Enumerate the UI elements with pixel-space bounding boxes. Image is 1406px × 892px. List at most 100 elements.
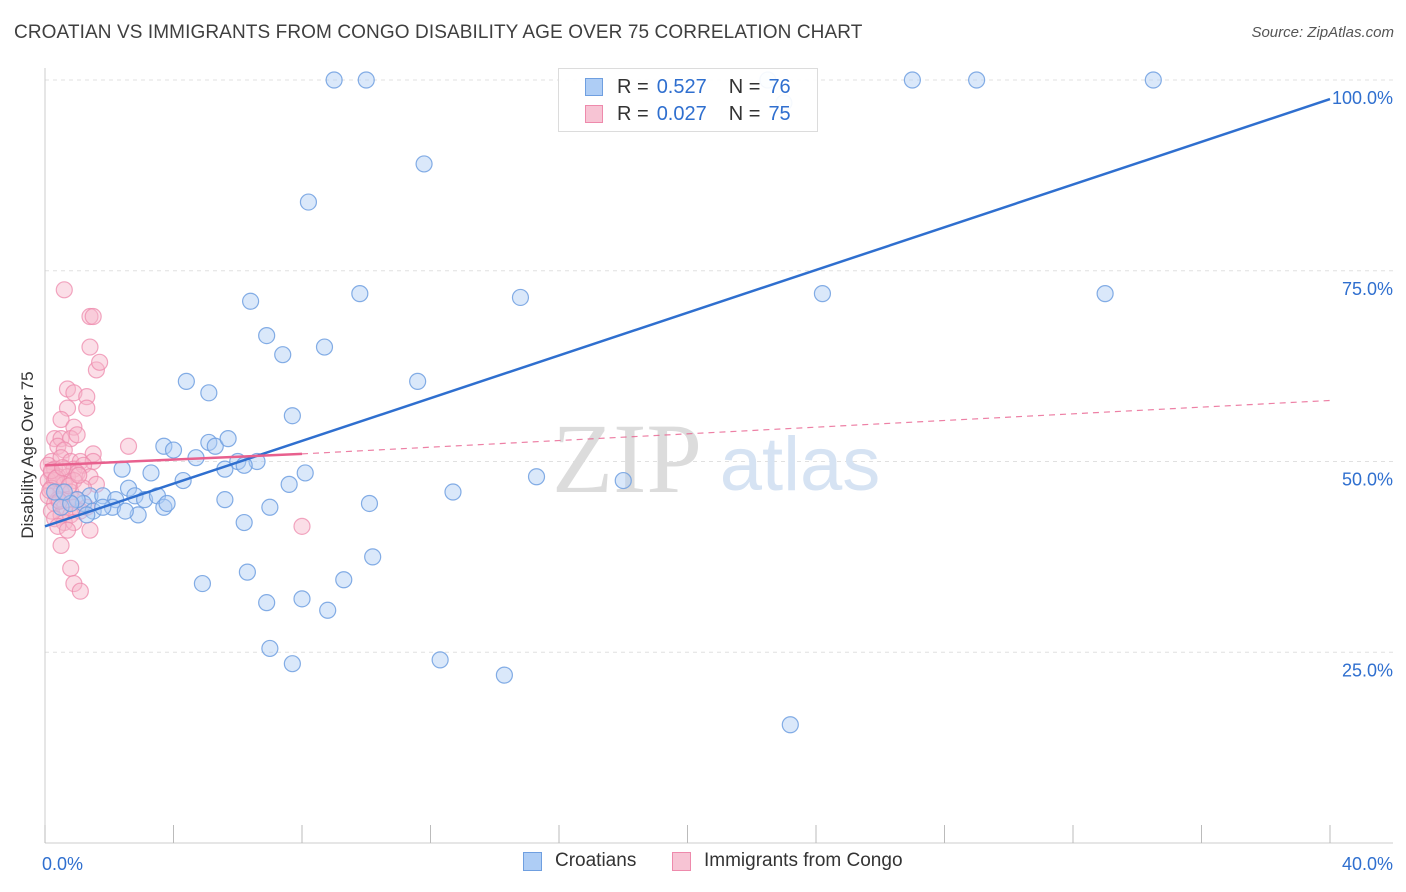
data-point-croatian xyxy=(293,590,311,608)
gridlines xyxy=(45,79,1393,653)
data-point-croatian xyxy=(219,430,237,448)
legend-r-value: 0.527 xyxy=(656,75,707,98)
stats-legend: R = 0.527 N = 76 R = 0.027 N = 75 xyxy=(558,68,818,132)
data-point-congo xyxy=(70,466,88,484)
data-point-croatian xyxy=(280,475,298,493)
data-point-croatian xyxy=(351,285,369,303)
data-point-croatian xyxy=(158,494,176,513)
data-point-croatian xyxy=(113,460,131,478)
data-point-croatian xyxy=(283,655,301,673)
data-point-croatian xyxy=(242,292,260,310)
data-point-croatian xyxy=(177,372,195,390)
data-point-croatian xyxy=(258,327,276,345)
trend-lines xyxy=(44,97,1331,528)
data-point-croatian xyxy=(415,155,433,173)
legend-swatch-blue xyxy=(523,851,542,871)
data-point-congo xyxy=(54,459,72,477)
data-point-croatian xyxy=(315,338,334,356)
data-point-croatian xyxy=(360,494,379,513)
data-point-croatian xyxy=(206,437,224,455)
data-point-croatian xyxy=(155,437,173,455)
tick-labels: 25.0% 50.0% 75.0% 100.0% 0.0% 40.0% xyxy=(42,88,1393,874)
data-point-congo xyxy=(58,521,77,539)
legend-swatch-pink xyxy=(585,105,603,123)
data-point-croatian xyxy=(431,651,449,669)
legend-label-croatians: Croatians xyxy=(555,850,637,871)
data-point-congo xyxy=(65,384,83,402)
data-point-congo xyxy=(71,582,89,600)
data-point-croatian xyxy=(903,71,921,89)
x-tick-label: 40.0% xyxy=(1342,854,1393,874)
legend-label-congo: Immigrants from Congo xyxy=(704,850,903,871)
data-point-croatian xyxy=(1144,71,1162,89)
legend-r-label: R = xyxy=(617,75,649,98)
watermark-atlas: atlas xyxy=(720,422,881,507)
legend-n-label: N = xyxy=(728,102,761,125)
data-point-congo xyxy=(119,437,138,455)
data-point-croatian xyxy=(216,491,234,509)
series-legend: Croatians Immigrants from Congo xyxy=(0,850,1406,878)
legend-item-croatians[interactable]: Croatians xyxy=(523,850,636,872)
data-point-congo xyxy=(293,517,311,535)
legend-row-croatians: R = 0.527 N = 76 xyxy=(585,73,791,101)
y-axis-label: Disability Age Over 75 xyxy=(18,371,37,539)
legend-r-value: 0.027 xyxy=(656,102,707,125)
data-point-croatian xyxy=(357,71,375,89)
data-point-croatian xyxy=(511,288,530,307)
data-point-congo xyxy=(78,399,96,417)
data-point-croatian xyxy=(200,384,218,402)
data-point-congo xyxy=(55,281,73,299)
data-point-croatian xyxy=(116,502,134,520)
legend-item-congo[interactable]: Immigrants from Congo xyxy=(672,850,903,872)
data-point-croatian xyxy=(258,594,276,612)
data-point-congo xyxy=(81,521,99,539)
y-tick-label: 100.0% xyxy=(1332,88,1393,108)
legend-n-value: 75 xyxy=(768,102,791,125)
data-point-croatian xyxy=(409,372,427,390)
data-point-croatian xyxy=(274,346,292,364)
data-point-croatian xyxy=(235,513,253,532)
data-point-croatian xyxy=(319,601,337,619)
data-point-croatian xyxy=(1096,285,1114,303)
data-point-croatian xyxy=(364,548,382,566)
data-point-croatian xyxy=(129,506,147,524)
data-point-croatian xyxy=(813,285,832,303)
data-point-croatian xyxy=(527,468,546,486)
data-point-croatian xyxy=(335,571,353,589)
data-point-croatian xyxy=(968,71,986,89)
data-point-croatian xyxy=(193,574,212,593)
data-point-croatian xyxy=(261,639,279,658)
watermark: ZIP atlas xyxy=(552,403,880,514)
y-tick-label: 50.0% xyxy=(1342,470,1393,490)
data-point-congo xyxy=(84,307,102,326)
data-point-croatian xyxy=(261,498,279,516)
data-point-congo xyxy=(81,338,99,356)
y-tick-label: 25.0% xyxy=(1342,660,1393,680)
data-point-croatian xyxy=(164,441,183,459)
data-point-croatian xyxy=(781,716,799,734)
legend-swatch-pink xyxy=(672,851,691,871)
data-point-congo xyxy=(62,559,80,577)
data-point-croatian xyxy=(299,193,318,211)
data-point-congo xyxy=(91,353,109,371)
legend-r-label: R = xyxy=(617,102,649,125)
data-point-croatian xyxy=(142,464,160,482)
data-point-croatian xyxy=(238,563,256,581)
legend-n-label: N = xyxy=(728,75,761,98)
data-point-croatian xyxy=(444,483,462,501)
data-point-congo xyxy=(52,536,70,555)
trend-line-congo xyxy=(44,452,303,467)
data-point-congo xyxy=(52,410,70,429)
data-point-croatian xyxy=(283,407,301,425)
data-point-croatian xyxy=(614,471,632,490)
legend-n-value: 76 xyxy=(768,75,791,98)
chart-title: CROATIAN VS IMMIGRANTS FROM CONGO DISABI… xyxy=(14,22,863,43)
watermark-zip: ZIP xyxy=(552,403,702,514)
data-point-croatian xyxy=(46,483,64,501)
data-point-croatian xyxy=(325,71,343,89)
legend-row-congo: R = 0.027 N = 75 xyxy=(585,100,791,128)
data-point-croatian xyxy=(495,666,513,684)
axes xyxy=(44,68,1393,844)
data-point-congo xyxy=(68,426,86,444)
